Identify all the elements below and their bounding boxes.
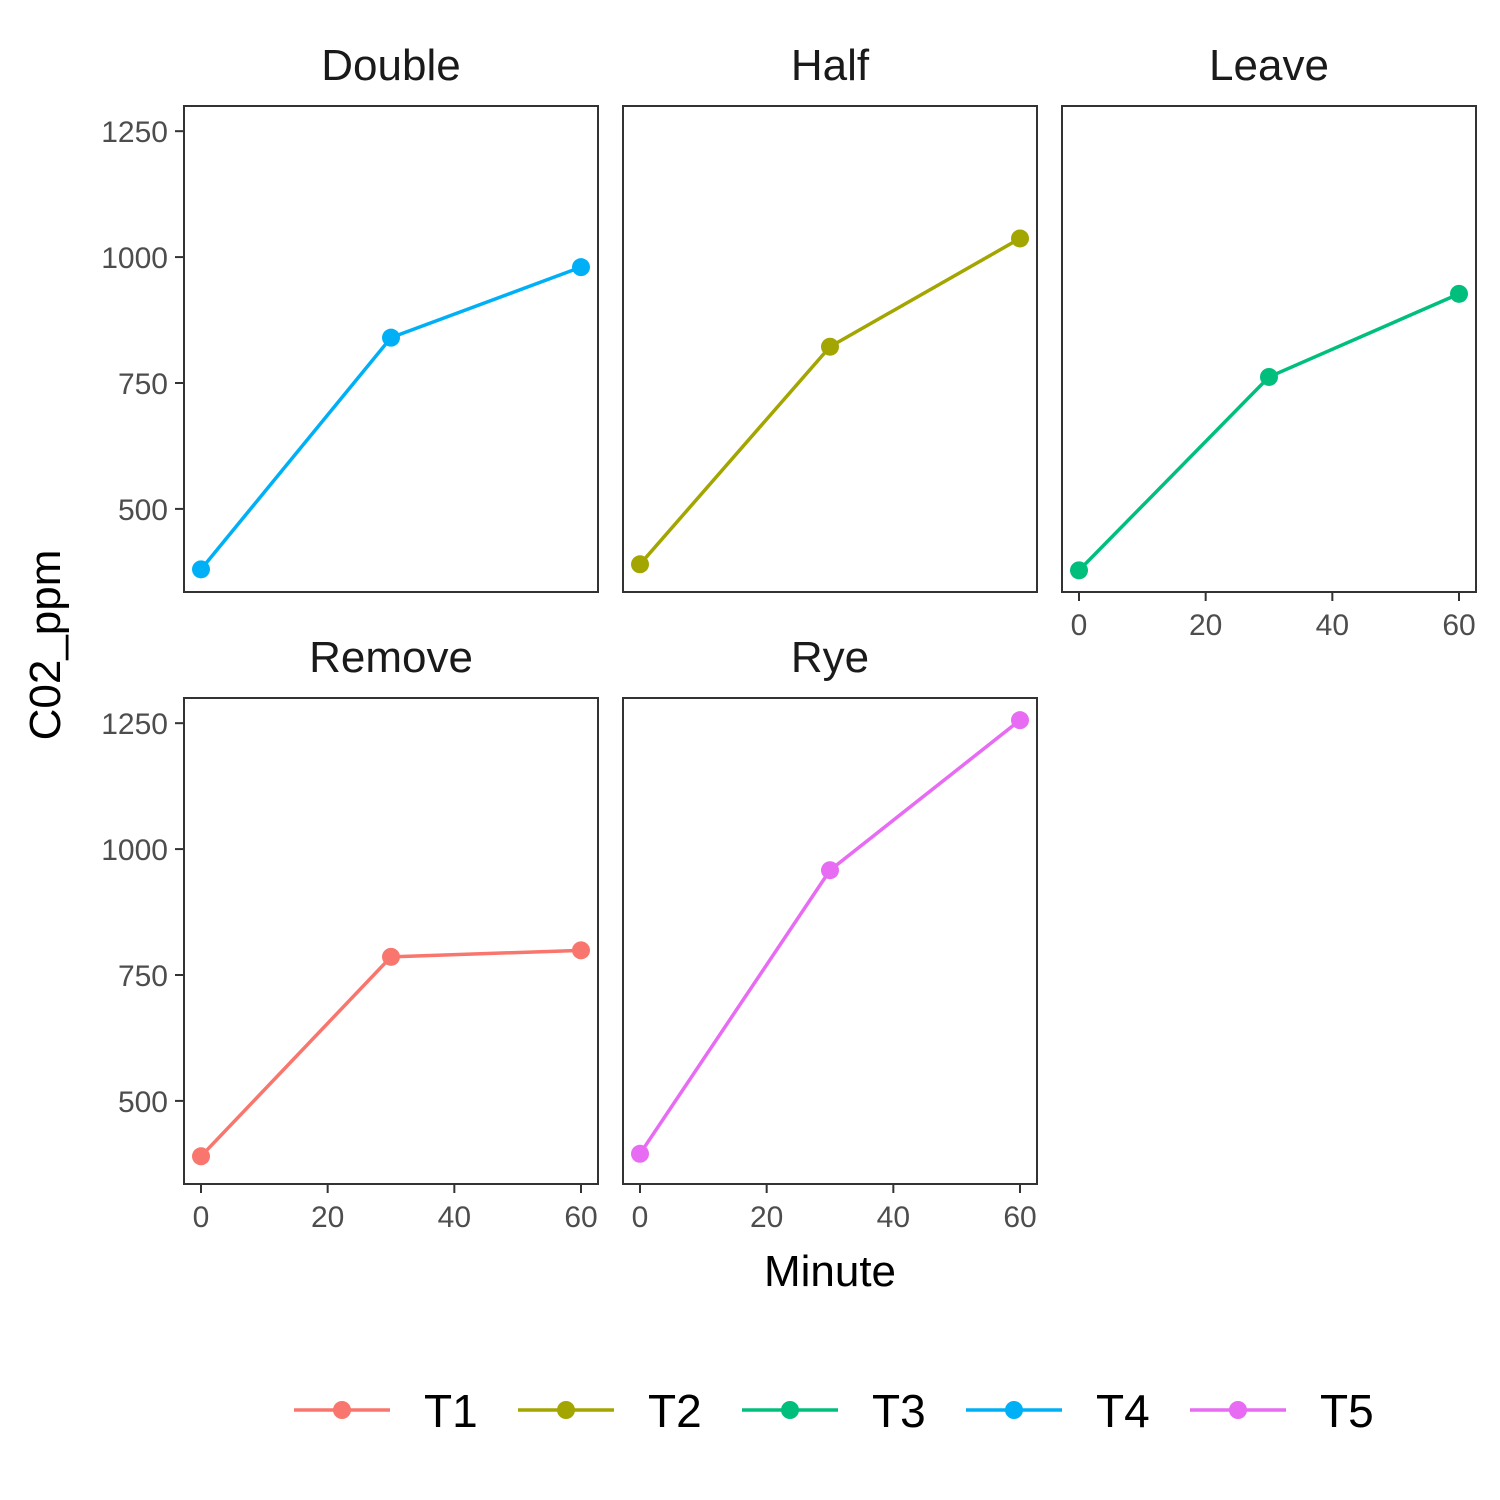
panel-border [1061, 105, 1477, 593]
x-tick-label: 0 [632, 1201, 649, 1234]
facet-rye: Rye 0 20 40 60 [622, 633, 1038, 1234]
legend-label: T3 [872, 1385, 926, 1437]
facet-title: Rye [791, 633, 869, 682]
legend-item-t5: T5 [1190, 1385, 1374, 1437]
x-tick-label: 20 [311, 1201, 344, 1234]
legend-key-point [1005, 1401, 1023, 1419]
data-point [1260, 367, 1278, 386]
panel-border [183, 105, 599, 593]
facet-remove: Remove 500 750 1000 1250 0 20 40 60 [101, 633, 599, 1234]
legend-label: T1 [424, 1385, 478, 1437]
facet-title: Remove [309, 633, 473, 682]
data-point [821, 861, 839, 880]
x-tick-label: 40 [438, 1201, 471, 1234]
data-point [631, 555, 649, 574]
legend-item-t2: T2 [518, 1385, 702, 1437]
data-point [1011, 711, 1029, 730]
data-point [192, 560, 210, 579]
x-tick-label: 0 [1071, 609, 1088, 642]
legend-label: T4 [1096, 1385, 1150, 1437]
series-line-t4 [199, 265, 582, 571]
data-point [572, 258, 590, 277]
x-tick-label: 60 [564, 1201, 597, 1234]
data-point [382, 328, 400, 347]
x-tick-label: 0 [193, 1201, 210, 1234]
legend: T1 T2 T3 T4 T5 [294, 1385, 1374, 1437]
x-tick-label: 40 [877, 1201, 910, 1234]
x-tick-label: 40 [1316, 609, 1349, 642]
facet-double: Double 500 750 1000 1250 [101, 41, 599, 593]
legend-label: T5 [1320, 1385, 1374, 1437]
x-tick-label: 20 [1189, 609, 1222, 642]
y-tick-label: 1250 [101, 708, 168, 741]
y-tick-label: 500 [118, 494, 168, 527]
y-tick-label: 750 [118, 960, 168, 993]
facet-leave: Leave 0 20 40 60 [1061, 41, 1477, 642]
data-point [1070, 561, 1088, 580]
data-point [821, 337, 839, 356]
series-line-t1 [199, 948, 582, 1158]
y-tick-label: 1000 [101, 242, 168, 275]
data-point [382, 947, 400, 966]
legend-item-t1: T1 [294, 1385, 478, 1437]
y-tick-label: 750 [118, 368, 168, 401]
series-line-t3 [1077, 292, 1460, 572]
facet-title: Half [791, 41, 870, 90]
legend-label: T2 [648, 1385, 702, 1437]
data-point [631, 1144, 649, 1163]
legend-key-point [781, 1401, 799, 1419]
series-line-t5 [638, 718, 1022, 1155]
x-axis-title: Minute [764, 1247, 896, 1296]
facet-title: Double [321, 41, 460, 90]
data-point [192, 1147, 210, 1166]
series-line-t2 [638, 236, 1021, 566]
legend-item-t4: T4 [966, 1385, 1150, 1437]
legend-key-point [1229, 1401, 1247, 1419]
x-tick-label: 60 [1003, 1201, 1036, 1234]
data-point [1011, 229, 1029, 248]
legend-key-point [333, 1401, 351, 1419]
facet-title: Leave [1209, 41, 1329, 90]
legend-key-point [557, 1401, 575, 1419]
y-tick-label: 1250 [101, 116, 168, 149]
x-tick-label: 20 [750, 1201, 783, 1234]
legend-item-t3: T3 [742, 1385, 926, 1437]
panel-border [622, 105, 1038, 593]
data-point [572, 941, 590, 960]
y-axis-title: C02_ppm [21, 550, 70, 741]
panel-border [622, 697, 1038, 1185]
panel-border [183, 697, 599, 1185]
data-point [1450, 284, 1468, 303]
y-tick-label: 500 [118, 1086, 168, 1119]
x-tick-label: 60 [1442, 609, 1475, 642]
y-tick-label: 1000 [101, 834, 168, 867]
facet-half: Half [622, 41, 1038, 593]
